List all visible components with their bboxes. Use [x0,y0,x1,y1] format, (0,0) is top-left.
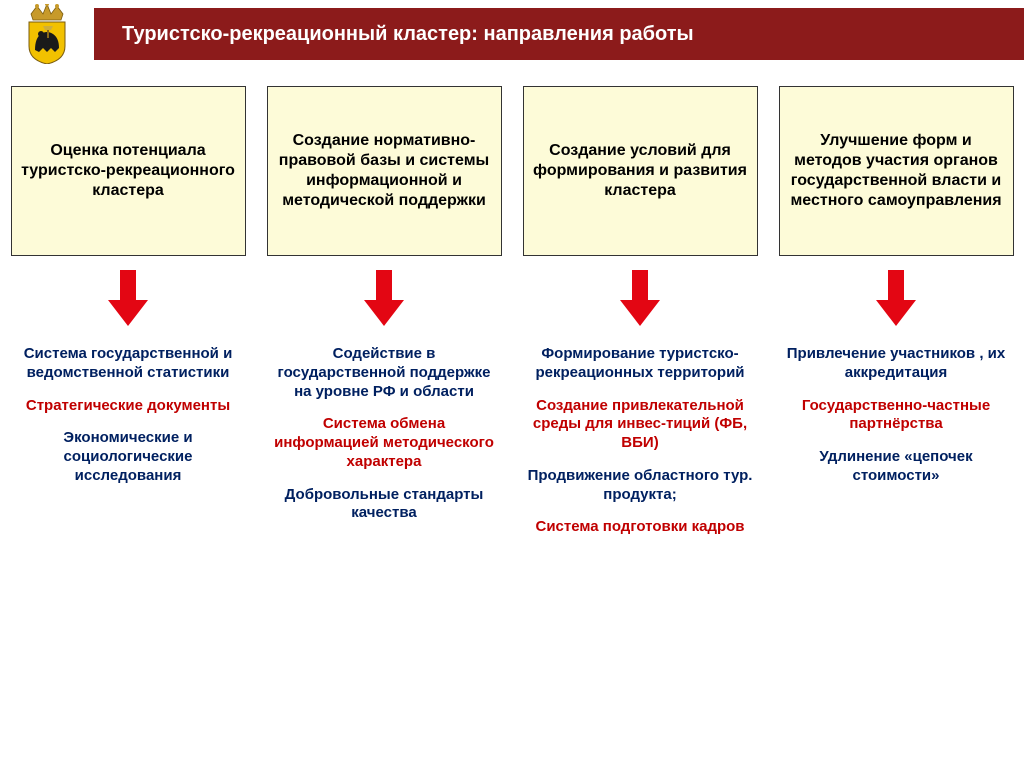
columns-container: Оценка потенциала туристско-рекреационно… [0,68,1024,537]
arrow-down-icon [364,270,404,331]
list-item: Государственно-частные партнёрства [779,397,1014,435]
items-3: Привлечение участников , их аккредитация… [779,345,1014,486]
list-item: Система обмена информацией методического… [267,415,502,471]
direction-box-1: Создание нормативно-правовой базы и сист… [267,86,502,256]
items-0: Система государственной и ведомственной … [11,345,246,486]
direction-box-2: Создание условий для формирования и разв… [523,86,758,256]
list-item: Продвижение областного тур. продукта; [523,467,758,505]
column-1: Создание нормативно-правовой базы и сист… [267,86,502,537]
list-item: Стратегические документы [22,397,234,416]
list-item: Система государственной и ведомственной … [11,345,246,383]
list-item: Система подготовки кадров [531,518,748,537]
column-0: Оценка потенциала туристско-рекреационно… [11,86,246,537]
arrow-down-icon [876,270,916,331]
list-item: Удлинение «цепочек стоимости» [779,448,1014,486]
list-item: Экономические и социологические исследов… [11,429,246,485]
direction-box-0: Оценка потенциала туристско-рекреационно… [11,86,246,256]
column-2: Создание условий для формирования и разв… [523,86,758,537]
title-bar: Туристско-рекреационный кластер: направл… [94,8,1024,60]
direction-box-3: Улучшение форм и методов участия органов… [779,86,1014,256]
arrow-down-icon [108,270,148,331]
list-item: Привлечение участников , их аккредитация [779,345,1014,383]
crest-container [0,0,94,68]
crest-icon [21,4,73,64]
column-3: Улучшение форм и методов участия органов… [779,86,1014,537]
header: Туристско-рекреационный кластер: направл… [0,0,1024,68]
items-1: Содействие в государственной поддержке н… [267,345,502,523]
arrow-down-icon [620,270,660,331]
page-title: Туристско-рекреационный кластер: направл… [122,23,694,46]
list-item: Формирование туристско-рекреационных тер… [523,345,758,383]
list-item: Добровольные стандарты качества [267,486,502,524]
list-item: Содействие в государственной поддержке н… [267,345,502,401]
list-item: Создание привлекательной среды для инвес… [523,397,758,453]
items-2: Формирование туристско-рекреационных тер… [523,345,758,537]
